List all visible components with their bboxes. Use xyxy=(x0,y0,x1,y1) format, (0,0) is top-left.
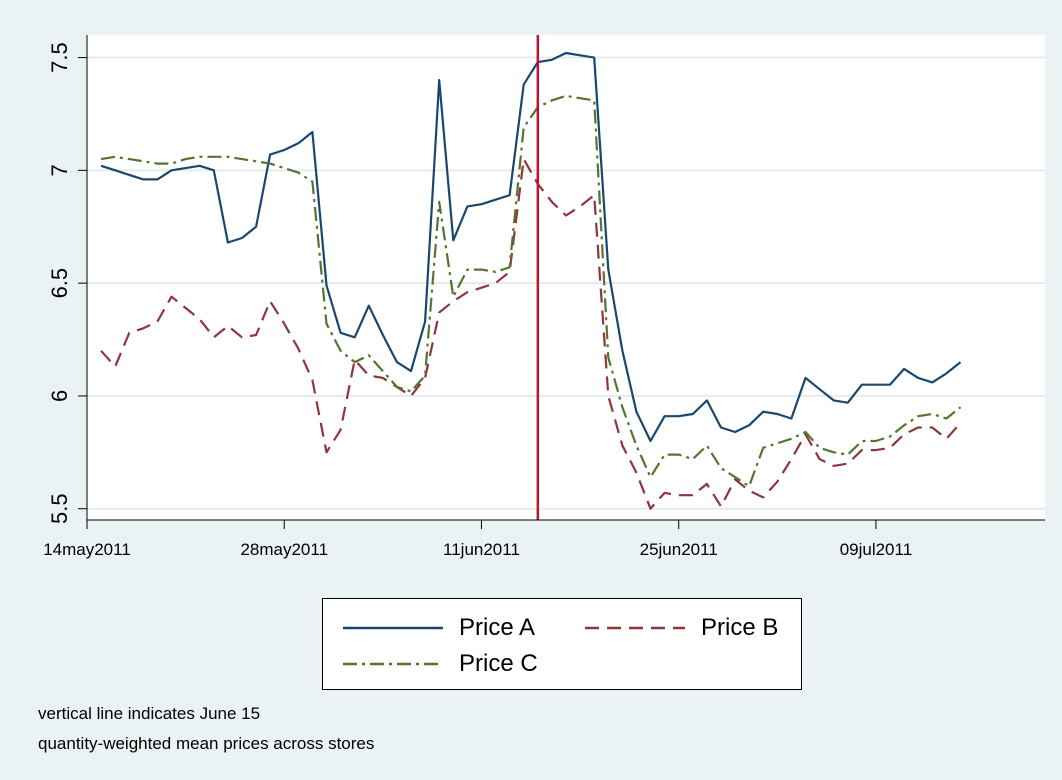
legend-item-price-a: Price A xyxy=(343,613,535,643)
x-tick-label: 28may2011 xyxy=(240,540,328,559)
x-tick-label: 25jun2011 xyxy=(640,540,718,559)
note-vertical-line: vertical line indicates June 15 xyxy=(38,704,261,723)
y-tick-label: 6.5 xyxy=(47,268,72,299)
x-tick-label: 14may2011 xyxy=(43,540,131,559)
legend-label-price-b: Price B xyxy=(701,614,779,641)
series-line-price-c xyxy=(100,94,962,488)
y-tick-label: 5.5 xyxy=(47,493,72,524)
x-tick-label: 09jul2011 xyxy=(840,540,912,559)
y-tick-label: 6 xyxy=(47,390,72,402)
line-chart: 5.5 6 6.5 7 7.5 14may2011 28may2011 11jun2011 25… xyxy=(43,35,1045,559)
legend-label-price-c: Price C xyxy=(459,650,538,677)
legend-swatch-price-a xyxy=(343,626,443,630)
y-tick-label: 7.5 xyxy=(47,42,72,73)
note-weighted-mean: quantity-weighted mean prices across sto… xyxy=(38,734,375,753)
legend-swatch-price-b xyxy=(585,626,685,630)
y-tick-label: 7 xyxy=(47,164,72,176)
legend-label-price-a: Price A xyxy=(459,614,536,641)
x-tick-label: 11jun2011 xyxy=(443,540,520,559)
legend-swatch-price-c xyxy=(343,662,443,666)
series-line-price-b xyxy=(100,158,962,510)
legend-item-price-c: Price C xyxy=(343,649,538,679)
plot-area xyxy=(87,35,1045,520)
legend-item-price-b: Price B xyxy=(585,613,778,643)
legend: Price A Price B Price C xyxy=(322,598,802,690)
series-line-price-a xyxy=(100,51,962,443)
